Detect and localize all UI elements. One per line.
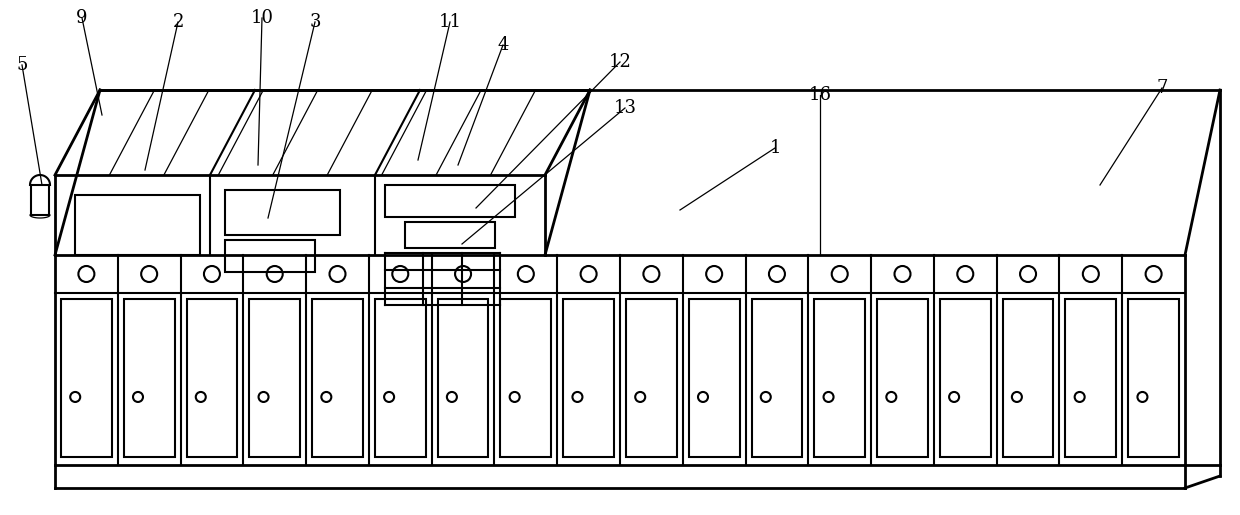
Bar [312, 299, 363, 457]
Text: 1: 1 [769, 139, 781, 157]
Bar [563, 299, 614, 457]
Bar [626, 299, 677, 457]
Text: 5: 5 [16, 56, 27, 74]
Bar [224, 190, 340, 235]
Text: 13: 13 [614, 99, 636, 117]
Bar [384, 185, 515, 217]
Bar [405, 222, 495, 248]
Text: 3: 3 [309, 13, 321, 31]
Bar [940, 299, 991, 457]
Text: 16: 16 [808, 86, 832, 104]
Bar [751, 299, 802, 457]
Text: 9: 9 [76, 9, 88, 27]
Bar [1065, 299, 1116, 457]
Bar [224, 240, 315, 272]
Bar [1003, 299, 1054, 457]
Bar [815, 299, 866, 457]
Bar [374, 299, 425, 457]
Bar [31, 185, 50, 215]
Bar [877, 299, 928, 457]
Bar [74, 195, 200, 255]
Bar [186, 299, 237, 457]
Bar [1128, 299, 1179, 457]
Bar [124, 299, 175, 457]
Text: 10: 10 [250, 9, 274, 27]
Bar [688, 299, 739, 457]
Bar [61, 299, 112, 457]
Bar [501, 299, 552, 457]
Text: 4: 4 [497, 36, 508, 54]
Text: 11: 11 [439, 13, 461, 31]
Bar [249, 299, 300, 457]
Bar [438, 299, 489, 457]
Text: 7: 7 [1157, 79, 1168, 97]
Text: 12: 12 [609, 53, 631, 71]
Text: 2: 2 [172, 13, 184, 31]
